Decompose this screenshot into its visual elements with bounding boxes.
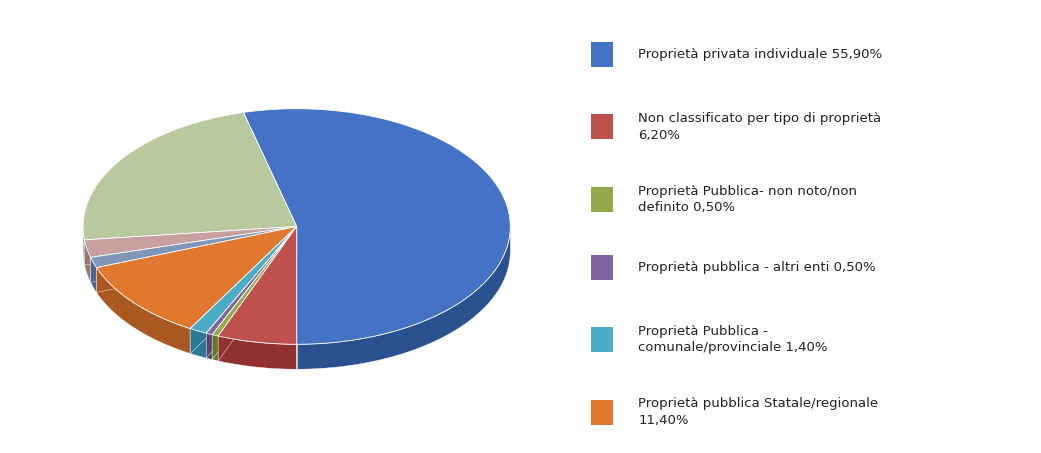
Polygon shape — [83, 227, 84, 265]
Polygon shape — [219, 336, 297, 369]
FancyBboxPatch shape — [591, 255, 613, 280]
Polygon shape — [84, 240, 91, 282]
Polygon shape — [219, 226, 297, 344]
Text: Proprietà privata individuale 55,90%: Proprietà privata individuale 55,90% — [638, 48, 883, 61]
Polygon shape — [83, 112, 297, 240]
Polygon shape — [191, 328, 206, 358]
Polygon shape — [206, 226, 297, 358]
Polygon shape — [244, 109, 510, 344]
FancyBboxPatch shape — [591, 42, 613, 67]
Polygon shape — [84, 226, 297, 257]
FancyBboxPatch shape — [591, 187, 613, 212]
FancyBboxPatch shape — [591, 327, 613, 352]
FancyBboxPatch shape — [591, 114, 613, 140]
Polygon shape — [97, 226, 297, 328]
Polygon shape — [91, 226, 297, 268]
Polygon shape — [191, 226, 297, 353]
Polygon shape — [97, 226, 297, 293]
Polygon shape — [191, 226, 297, 353]
Polygon shape — [84, 226, 297, 265]
Polygon shape — [297, 227, 510, 369]
Polygon shape — [212, 335, 219, 361]
Polygon shape — [212, 226, 297, 336]
Polygon shape — [212, 226, 297, 360]
Polygon shape — [97, 226, 297, 293]
Polygon shape — [91, 226, 297, 282]
FancyBboxPatch shape — [591, 400, 613, 425]
Polygon shape — [91, 226, 297, 282]
Polygon shape — [191, 226, 297, 333]
Polygon shape — [219, 226, 297, 361]
Polygon shape — [97, 268, 191, 353]
Text: Proprietà pubblica - altri enti 0,50%: Proprietà pubblica - altri enti 0,50% — [638, 261, 875, 274]
Polygon shape — [206, 333, 212, 360]
Polygon shape — [84, 226, 297, 265]
Polygon shape — [206, 226, 297, 358]
Polygon shape — [206, 226, 297, 335]
Polygon shape — [91, 257, 97, 293]
Text: Proprietà pubblica Statale/regionale
11,40%: Proprietà pubblica Statale/regionale 11,… — [638, 397, 879, 427]
Polygon shape — [219, 226, 297, 361]
Polygon shape — [212, 226, 297, 360]
Text: Proprietà Pubblica- non noto/non
definito 0,50%: Proprietà Pubblica- non noto/non definit… — [638, 184, 857, 214]
Text: Proprietà Pubblica -
comunale/provinciale 1,40%: Proprietà Pubblica - comunale/provincial… — [638, 325, 828, 355]
Text: Non classificato per tipo di proprietà
6,20%: Non classificato per tipo di proprietà 6… — [638, 112, 882, 142]
